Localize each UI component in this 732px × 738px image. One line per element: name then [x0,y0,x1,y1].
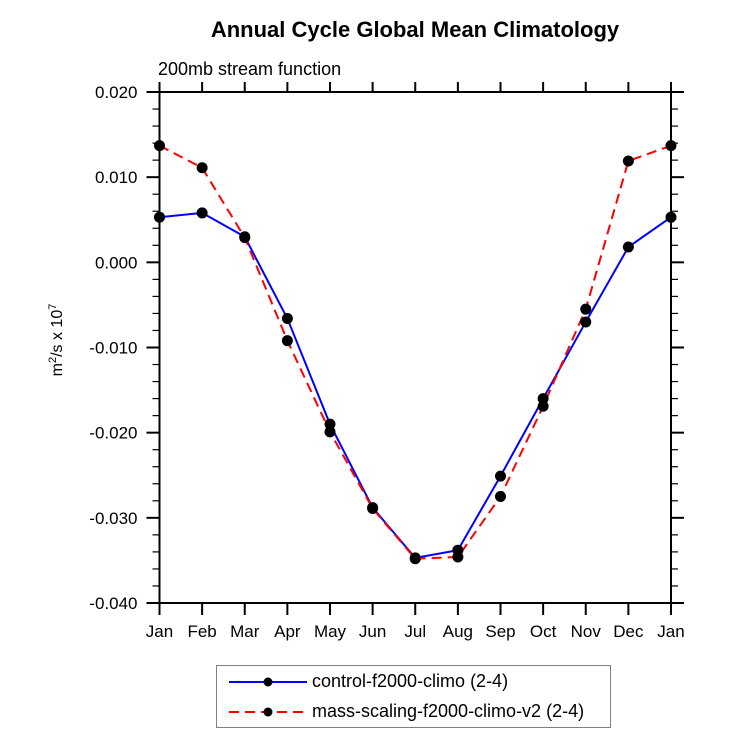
legend-marker-dot [263,707,273,716]
x-tick-label: Apr [274,622,301,641]
y-tick-label: -0.030 [89,509,137,528]
legend-label-mass-scaling: mass-scaling-f2000-climo-v2 (2-4) [312,701,585,721]
data-point-marker [324,418,336,430]
data-point-marker [495,470,506,482]
data-point-marker [409,553,421,565]
y-tick-label: 0.020 [95,83,138,102]
x-tick-label: Aug [443,622,473,641]
chart-subtitle: 200mb stream function [158,59,342,79]
x-tick-label: May [314,622,347,641]
data-point-marker [665,211,677,223]
data-point-marker [622,155,634,167]
data-point-marker [580,303,592,315]
legend-sample-dashed-line [229,707,307,716]
legend-label-control: control-f2000-climo (2-4) [312,671,509,691]
x-tick-label: Nov [571,622,602,641]
legend: control-f2000-climo (2-4) mass-scaling-f… [216,665,611,728]
x-tick-label: Jan [146,622,173,641]
data-point-marker [154,211,165,223]
y-tick-label: -0.010 [89,338,137,357]
data-point-marker [196,207,208,219]
data-point-marker [622,241,634,253]
data-point-marker [495,491,506,503]
data-point-marker [665,140,677,152]
data-point-marker [281,335,293,347]
data-point-marker [281,313,293,325]
legend-row-mass-scaling: mass-scaling-f2000-climo-v2 (2-4) [227,697,610,727]
legend-row-control: control-f2000-climo (2-4) [227,667,610,697]
y-tick-label: 0.010 [95,168,138,187]
x-tick-label: Feb [187,622,216,641]
data-point-marker [537,393,549,405]
legend-sample-solid-line [229,677,307,686]
x-tick-label: Jan [657,622,684,641]
y-tick-label: 0.000 [95,253,138,272]
series-line-mass-scaling [159,144,672,560]
x-tick-label: Oct [530,622,557,641]
line-chart-plot-area: 0.020 0.010 0.000 -0.010 -0.020 -0.030 -0.040 J… [89,82,685,641]
y-tick-label: -0.040 [89,594,137,613]
data-point-marker [537,400,549,412]
legend-marker-dot [263,677,273,686]
data-point-marker [239,232,251,244]
y-tick-label: -0.020 [89,424,137,443]
x-tick-label: Dec [613,622,644,641]
data-point-marker [154,140,165,152]
x-tick-label: Sep [485,622,515,641]
chart-title: Annual Cycle Global Mean Climatology [210,17,620,42]
x-tick-label: Mar [230,622,260,641]
x-tick-label: Jul [404,622,426,641]
x-tick-label: Jun [359,622,386,641]
data-point-marker [196,162,208,174]
series-line-control [159,211,672,559]
data-point-marker [452,551,464,563]
data-point-marker [324,426,336,438]
plot-box [158,91,672,604]
data-point-marker [367,502,379,514]
data-point-marker [580,316,592,328]
